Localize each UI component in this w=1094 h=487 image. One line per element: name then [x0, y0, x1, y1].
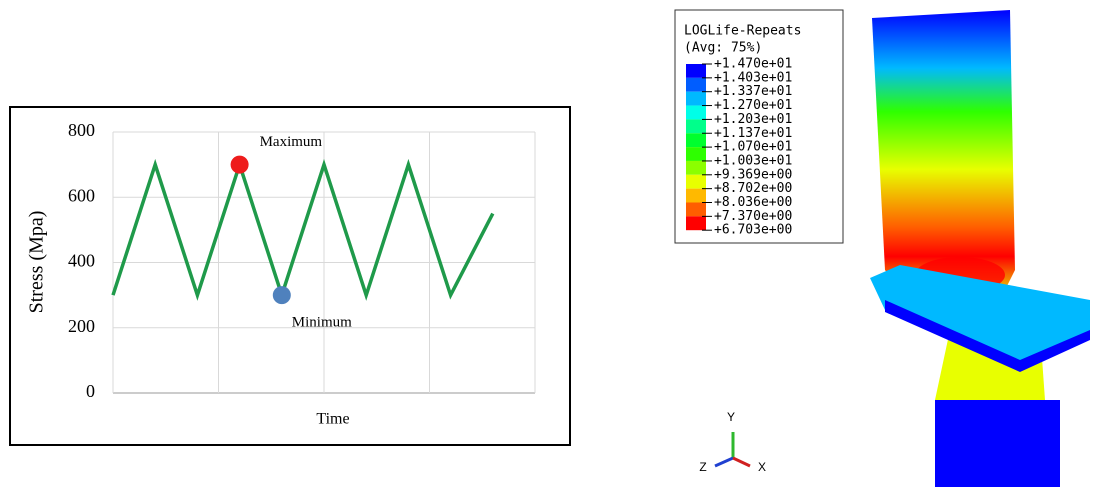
triad-label: Y [727, 410, 735, 424]
plot: 0 200 400 600 800 Maximum Minimum [68, 120, 535, 401]
contour-band [686, 203, 706, 217]
marker-point [273, 286, 291, 304]
contour-band [686, 175, 706, 189]
contour-band [686, 119, 706, 133]
contour-band [686, 147, 706, 161]
legend-label: +8.036e+00 [714, 195, 792, 210]
legend-label: +9.369e+00 [714, 167, 792, 182]
contour-band [686, 216, 706, 230]
legend-title: LOGLife-Repeats [684, 24, 801, 39]
legend-label: +6.703e+00 [714, 223, 792, 238]
legend-label: +1.403e+01 [714, 70, 792, 85]
triad-label: Z [699, 460, 706, 474]
fea-model [870, 10, 1090, 487]
contour-band [686, 106, 706, 120]
legend-label: +8.702e+00 [714, 181, 792, 196]
line-series [113, 165, 493, 296]
contour-band [686, 78, 706, 92]
y-axis-label: Stress (Mpa) [26, 211, 48, 314]
figure: 0 200 400 600 800 Maximum Minimum Stress (Mpa)… [0, 0, 1094, 487]
y-tick-label: 600 [68, 185, 95, 205]
legend-label: +1.270e+01 [714, 98, 792, 113]
y-tick-label: 0 [86, 381, 95, 401]
legend-label: +1.470e+01 [714, 57, 792, 72]
contour-band [686, 92, 706, 106]
legend-label: +1.003e+01 [714, 153, 792, 168]
x-axis-label: Time [316, 411, 349, 428]
legend-label: +1.137e+01 [714, 126, 792, 141]
marker-point [231, 156, 249, 174]
legend-label: +7.370e+00 [714, 209, 792, 224]
contour-band [686, 161, 706, 175]
y-tick-label: 800 [68, 120, 95, 140]
legend-subtitle: (Avg: 75%) [684, 41, 762, 56]
legend: +1.470e+01+1.403e+01+1.337e+01+1.270e+01… [686, 57, 792, 238]
y-tick-label: 200 [68, 316, 95, 336]
contour-band [686, 133, 706, 147]
marker-annotation: Minimum [292, 315, 352, 331]
contour-band [686, 64, 706, 78]
marker-annotation: Maximum [260, 134, 323, 150]
axis-triad: Y Z X [699, 410, 766, 474]
y-tick-label: 400 [68, 251, 95, 271]
legend-label: +1.070e+01 [714, 140, 792, 155]
contour-band [686, 189, 706, 203]
legend-label: +1.337e+01 [714, 84, 792, 99]
triad-label: X [758, 460, 766, 474]
legend-label: +1.203e+01 [714, 112, 792, 127]
